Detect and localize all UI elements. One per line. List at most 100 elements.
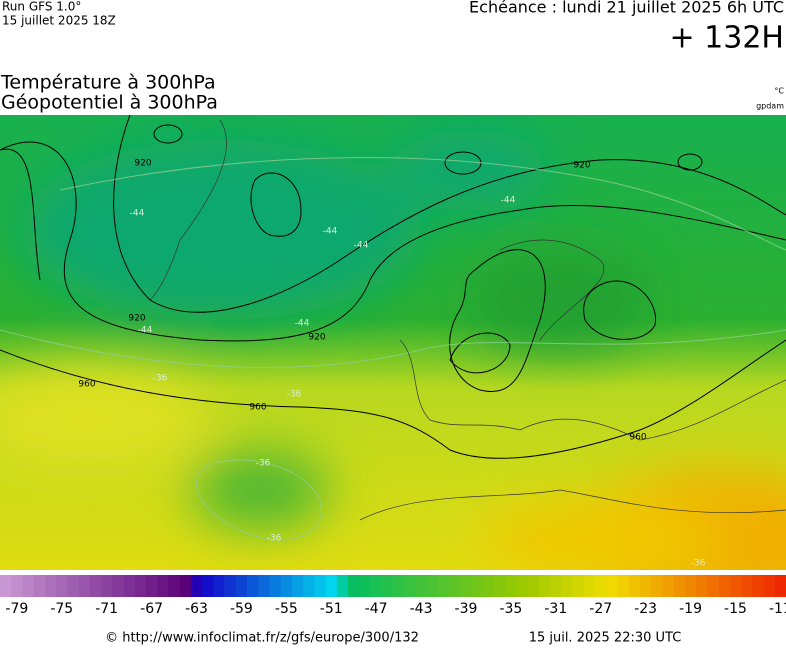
temperature-label: -36 [267, 534, 282, 544]
colorbar-cell [89, 575, 102, 597]
colorbar-cell [437, 575, 450, 597]
temperature-label: -36 [153, 374, 168, 384]
colorbar-cell [134, 575, 147, 597]
colorbar-cell [662, 575, 675, 597]
colorbar-cell [393, 575, 405, 597]
colorbar-cell [449, 575, 461, 597]
colorbar-cell [651, 575, 663, 597]
colorbar-label: -63 [185, 601, 208, 617]
colorbar-cell [314, 575, 326, 597]
colorbar-cell [583, 575, 596, 597]
temperature-label: -44 [323, 227, 338, 237]
colorbar-cell [741, 575, 753, 597]
colorbar-cell [550, 575, 562, 597]
colorbar-cell [213, 575, 225, 597]
unit: gpdam [756, 102, 784, 111]
colorbar-cell [179, 575, 192, 597]
colorbar-cell [370, 575, 383, 597]
colorbar-cell [157, 575, 169, 597]
colorbar-cell [336, 575, 349, 597]
colorbar-label: -27 [589, 601, 612, 617]
colorbar-label: -67 [140, 601, 163, 617]
issued-time: 15 juil. 2025 22:30 UTC [529, 631, 682, 646]
temperature-label: -44 [501, 196, 516, 206]
colorbar-cell [0, 575, 12, 597]
geopotential-label: 960 [629, 433, 646, 443]
geopotential-label: 960 [78, 380, 95, 390]
colorbar-cell [123, 575, 136, 597]
geopotential-label: 960 [249, 403, 266, 413]
run-date: 15 juillet 2025 18Z [2, 14, 116, 28]
colorbar-cell [505, 575, 517, 597]
map: 920 920 920 920 960 960 960 -44 -44 -44 -44 -44 -44 -… [0, 115, 786, 570]
temperature-label: -44 [138, 326, 153, 336]
colorbar-cell [11, 575, 23, 597]
colorbar-cell [56, 575, 68, 597]
colorbar-label: -39 [455, 601, 478, 617]
colorbar-cell [538, 575, 551, 597]
colorbar-cell [44, 575, 57, 597]
colorbar-cell [640, 575, 652, 597]
colorbar-cell [381, 575, 394, 597]
colorbar-cell [291, 575, 304, 597]
colorbar-cell [628, 575, 641, 597]
colorbar-cell [404, 575, 416, 597]
colorbar-cell [471, 575, 484, 597]
colorbar-cell [348, 575, 360, 597]
colorbar-label: -79 [5, 601, 28, 617]
colorbar-cell [303, 575, 315, 597]
colorbar-cell [561, 575, 573, 597]
source-url: © http://www.infoclimat.fr/z/gfs/europe/… [105, 631, 419, 646]
temperature-label: -44 [354, 241, 369, 251]
colorbar-label: -59 [230, 601, 253, 617]
temperature-label: -36 [287, 390, 302, 400]
colorbar-label: -75 [50, 601, 73, 617]
colorbar-label: -31 [544, 601, 567, 617]
temperature-label: -44 [130, 209, 145, 219]
colorbar-cell [101, 575, 113, 597]
colorbar-cell [696, 575, 708, 597]
colorbar-cell [269, 575, 282, 597]
temperature-label: -36 [691, 559, 706, 569]
colorbar-cell [707, 575, 719, 597]
colorbar-label: -15 [724, 601, 747, 617]
geopotential-label: 920 [134, 159, 151, 169]
colorbar-cell [247, 575, 259, 597]
colorbar-cell [168, 575, 180, 597]
colorbar-cell [78, 575, 91, 597]
colorbar-cell [763, 575, 776, 597]
lead-time: + 132H [670, 21, 785, 56]
colorbar-cell [202, 575, 214, 597]
temperature-label: -44 [295, 319, 310, 329]
unit: °C [774, 87, 784, 96]
title: Géopotentiel à 300hPa [1, 92, 218, 114]
colorbar-cell [752, 575, 764, 597]
colorbar-cell [494, 575, 506, 597]
colorbar-cell [718, 575, 731, 597]
forecast: Echéance : lundi 21 juillet 2025 6h UTC [469, 0, 784, 17]
colorbar-label: -51 [320, 601, 343, 617]
title: Température à 300hPa [0, 72, 216, 94]
colorbar-cell [729, 575, 742, 597]
colorbar-cell [516, 575, 529, 597]
geopotential-label: 920 [573, 161, 590, 171]
colorbar-cell [426, 575, 439, 597]
colorbar-cell [606, 575, 618, 597]
colorbar-cell [684, 575, 697, 597]
colorbar-cell [359, 575, 371, 597]
run: Run GFS 1.0° [2, 0, 81, 14]
colorbar-cell [22, 575, 34, 597]
colorbar-cell [33, 575, 46, 597]
colorbar-cell [145, 575, 158, 597]
colorbar-label: -71 [95, 601, 118, 617]
colorbar-cell [112, 575, 124, 597]
geopotential-label: 920 [308, 333, 325, 343]
colorbar-cell [482, 575, 495, 597]
colorbar-cell [190, 575, 203, 597]
colorbar-label: -47 [365, 601, 388, 617]
colorbar-cell [460, 575, 472, 597]
colorbar-cell [67, 575, 79, 597]
colorbar-cell [415, 575, 427, 597]
colorbar-label: -23 [634, 601, 657, 617]
